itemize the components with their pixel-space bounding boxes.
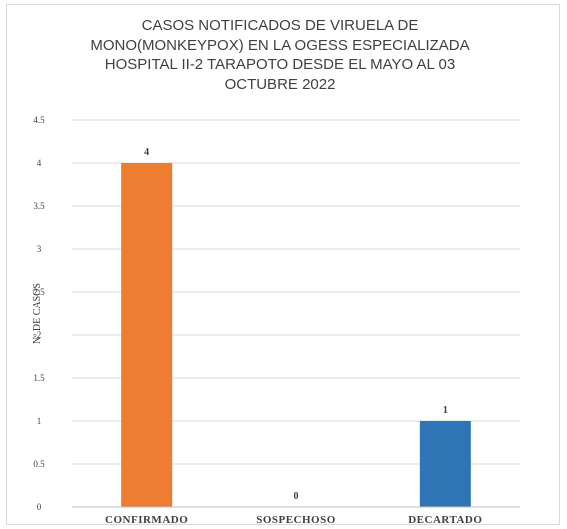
data-label: 1 bbox=[443, 405, 448, 416]
bar bbox=[121, 163, 173, 507]
data-label: 0 bbox=[294, 491, 299, 502]
y-tick-label: 0 bbox=[37, 502, 42, 512]
x-axis-categories: CONFIRMADO SOSPECHOSO DECARTADO bbox=[105, 514, 482, 526]
data-labels: 4 0 1 bbox=[144, 147, 448, 502]
y-axis-title: Nº DE CASOS bbox=[32, 283, 43, 344]
y-tick-label: 1.5 bbox=[33, 373, 45, 383]
y-tick-label: 4 bbox=[37, 158, 42, 168]
category-label: DECARTADO bbox=[408, 514, 482, 526]
y-axis-ticks: 0 0.5 1 1.5 2 2.5 3 3.5 4 4.5 bbox=[33, 115, 45, 512]
category-label: SOSPECHOSO bbox=[256, 514, 336, 526]
bar bbox=[419, 421, 471, 507]
bars bbox=[121, 163, 471, 507]
y-tick-label: 2.5 bbox=[33, 287, 45, 297]
category-label: CONFIRMADO bbox=[105, 514, 188, 526]
data-label: 4 bbox=[144, 147, 149, 158]
y-tick-label: 3.5 bbox=[33, 201, 45, 211]
y-tick-label: 0.5 bbox=[33, 459, 45, 469]
chart-title: CASOS NOTIFICADOS DE VIRUELA DE MONO(MON… bbox=[90, 17, 470, 93]
y-tick-label: 1 bbox=[37, 416, 42, 426]
y-tick-label: 4.5 bbox=[33, 115, 45, 125]
y-tick-label: 3 bbox=[37, 244, 42, 254]
y-tick-label: 2 bbox=[37, 330, 42, 340]
